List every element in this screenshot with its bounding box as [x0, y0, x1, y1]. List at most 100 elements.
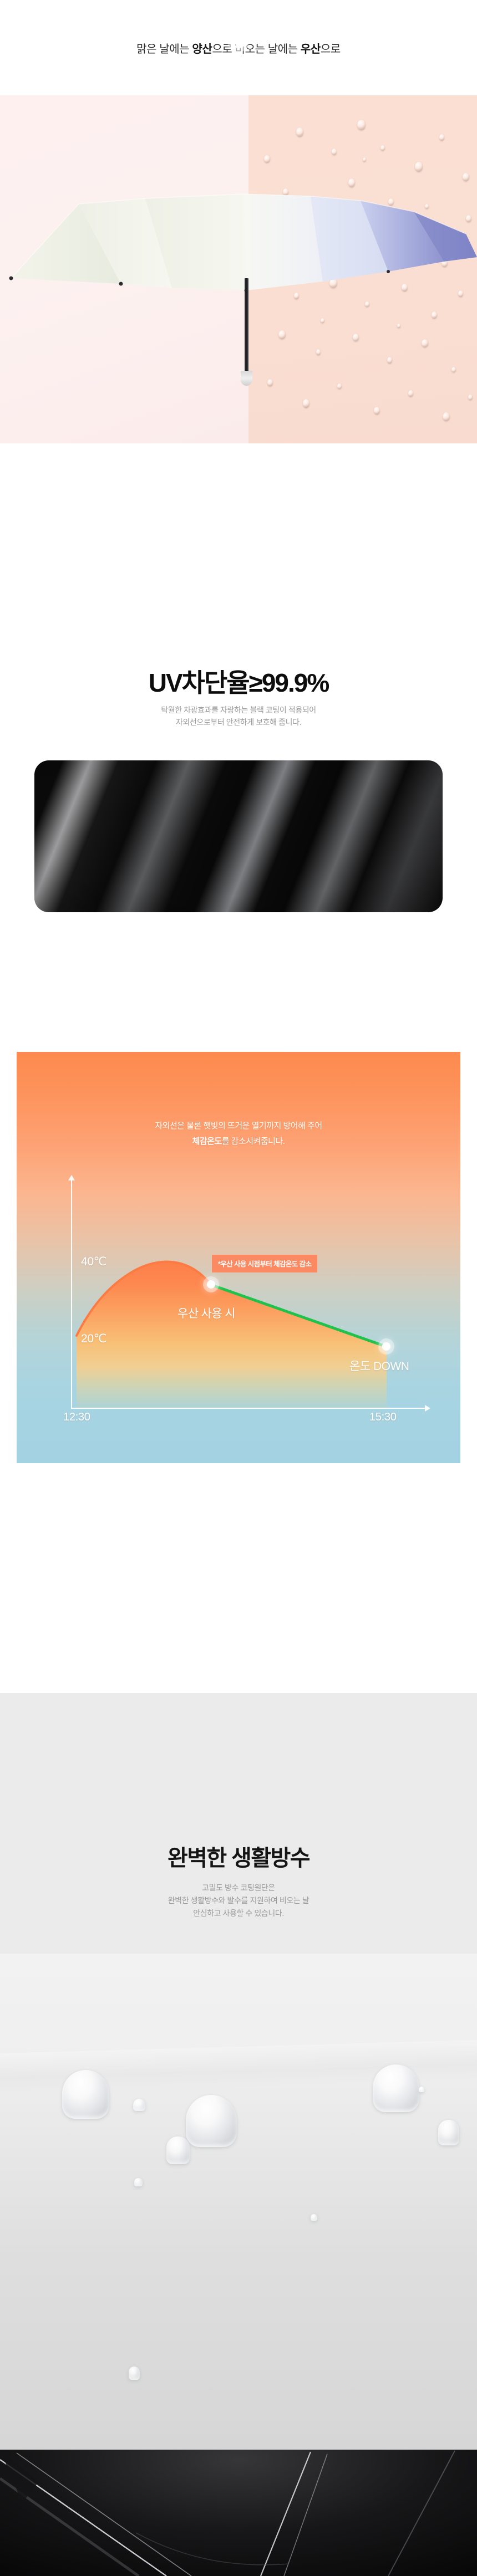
headline-part-2: 으로: [212, 43, 232, 55]
uv-title: UV차단율≥99.9%: [148, 668, 330, 697]
umbrella-handle-tip: [241, 371, 252, 386]
raindrop: [303, 399, 309, 408]
umbrella-interior-photo: [0, 2450, 477, 2576]
raindrop: [442, 259, 448, 267]
water-droplet: [166, 2137, 190, 2164]
raindrop: [316, 349, 321, 355]
chart-x-tick-end: 15:30: [369, 1411, 397, 1423]
headline-part-4: 으로: [320, 43, 341, 55]
waterproof-subtitle-line-1: 고밀도 방수 코팅원단은: [202, 1883, 275, 1892]
temperature-copy-rest: 를 감소시켜줍니다.: [221, 1137, 285, 1146]
temperature-copy: 자외선은 물론 햇빛의 뜨거운 열기까지 방어해 주어 체감온도를 감소시켜줍니…: [17, 1118, 460, 1149]
raindrop: [365, 301, 369, 307]
raindrop: [466, 215, 471, 222]
chart-line-rising: [75, 1260, 212, 1337]
raindrop: [374, 407, 380, 415]
raindrop: [408, 390, 413, 397]
fabric-vignette: [34, 760, 443, 912]
water-droplet: [134, 2178, 143, 2186]
umbrella-shaft: [245, 278, 248, 385]
headline-separator: ·: [232, 39, 245, 49]
waterproof-subtitle-line-2: 완벽한 생활방수와 발수를 지원하여 비오는 날: [168, 1896, 309, 1905]
page-headline: 맑은 날에는 양산으로 · 비오는 날에는 우산으로: [0, 0, 477, 95]
raindrop: [425, 204, 429, 209]
temperature-section: 자외선은 물론 햇빛의 뜨거운 열기까지 방어해 주어 체감온도를 감소시켜줍니…: [17, 1052, 460, 1463]
uv-subtitle-line-2: 자외선으로부터 안전하게 보호해 줍니다.: [175, 718, 302, 727]
raindrop: [348, 178, 355, 187]
raindrop: [380, 145, 385, 151]
raindrop: [397, 324, 400, 328]
chart-area-plot: [75, 1260, 388, 1408]
raindrop: [264, 155, 270, 163]
raindrop: [294, 293, 299, 299]
raindrop: [332, 149, 337, 155]
raindrop: [363, 157, 366, 162]
chart-x-axis: [71, 1405, 430, 1412]
raindrop: [451, 367, 456, 372]
chart-tooltip-badge: *우산 사용 시점부터 체감온도 감소: [212, 1255, 318, 1272]
waterproof-section: 완벽한 생활방수 고밀도 방수 코팅원단은 완벽한 생활방수와 발수를 지원하여…: [0, 1693, 477, 2450]
black-coating-fabric-card: [34, 760, 443, 912]
raindrop: [296, 127, 303, 137]
raindrop: [387, 357, 392, 364]
raindrop: [329, 278, 337, 288]
felt-temperature-chart: 40℃ 20℃ 12:30 15:30 *우산 사용 시점부터 체감온도 감소 …: [17, 1166, 460, 1463]
headline-part-1: 맑은 날에는: [136, 43, 192, 55]
waterproof-title: 완벽한 생활방수: [168, 1846, 311, 1870]
hero-umbrella-photo: [0, 95, 477, 443]
raindrop: [432, 311, 437, 319]
raindrop: [357, 120, 366, 130]
headline-text: 맑은 날에는 양산으로 · 비오는 날에는 우산으로: [136, 39, 341, 56]
raindrop: [353, 334, 359, 341]
chart-area-fill: [77, 1261, 387, 1408]
raindrop: [443, 412, 450, 421]
raindrop: [337, 384, 342, 389]
uv-subtitle-line-1: 탁월한 차광효과를 자랑하는 블랙 코팅이 적용되어: [161, 706, 316, 714]
water-droplet: [311, 2214, 317, 2221]
temperature-copy-bold: 체감온도: [192, 1137, 222, 1146]
raindrop: [278, 330, 286, 339]
raindrop: [283, 188, 288, 196]
water-droplet: [186, 2095, 237, 2147]
chart-x-tick-start: 12:30: [63, 1411, 90, 1423]
chart-y-tick-40: 40℃: [81, 1255, 107, 1268]
chart-marker-peak: [207, 1280, 215, 1289]
raindrop: [415, 162, 423, 172]
temperature-copy-line-1: 자외선은 물론 햇빛의 뜨거운 열기까지 방어해 주어: [155, 1121, 322, 1131]
raindrop: [422, 339, 428, 347]
interior-canopy: [0, 2450, 477, 2576]
headline-bold-umbrella: 우산: [300, 43, 321, 55]
water-droplet: [373, 2064, 419, 2112]
raindrop: [468, 395, 473, 400]
raindrop: [267, 379, 273, 386]
water-beading-photo: [0, 1954, 477, 2450]
headline-part-3: 비오는 날에는: [232, 43, 301, 55]
raindrop: [439, 134, 444, 141]
fabric-sheen: [34, 760, 443, 912]
uv-subtitle: 탁월한 차광효과를 자랑하는 블랙 코팅이 적용되어 자외선으로부터 안전하게 …: [0, 704, 477, 728]
temperature-copy-line-2: 체감온도를 감소시켜줍니다.: [17, 1134, 460, 1149]
water-droplet: [419, 2087, 424, 2092]
raindrop: [388, 198, 394, 206]
chart-y-tick-20: 20℃: [81, 1332, 107, 1345]
chart-peak-label: 우산 사용 시: [177, 1307, 236, 1320]
water-droplet: [438, 2120, 459, 2145]
water-droplet: [129, 2367, 140, 2380]
water-droplet: [62, 2070, 109, 2119]
waterproof-subtitle-line-3: 안심하고 사용할 수 있습니다.: [193, 1909, 284, 1918]
waterproof-subtitle: 고밀도 방수 코팅원단은 완벽한 생활방수와 발수를 지원하여 비오는 날 안심…: [0, 1882, 477, 1920]
raindrop: [402, 284, 408, 292]
uv-protection-section: UV차단율≥99.9% 탁월한 차광효과를 자랑하는 블랙 코팅이 적용되어 자…: [0, 443, 477, 1052]
headline-bold-parasol: 양산: [192, 43, 212, 55]
interior-ribs: [0, 2450, 455, 2576]
chart-y-axis: [68, 1175, 75, 1409]
water-droplet: [133, 2099, 145, 2111]
umbrella-canopy-graphic: [9, 193, 477, 293]
chart-line-cooling: [209, 1283, 388, 1348]
raindrop: [463, 173, 469, 181]
chart-marker-end: [382, 1342, 390, 1351]
chart-end-label: 온도 DOWN: [349, 1360, 409, 1373]
raindrop: [321, 318, 324, 323]
raindrop: [458, 290, 463, 297]
